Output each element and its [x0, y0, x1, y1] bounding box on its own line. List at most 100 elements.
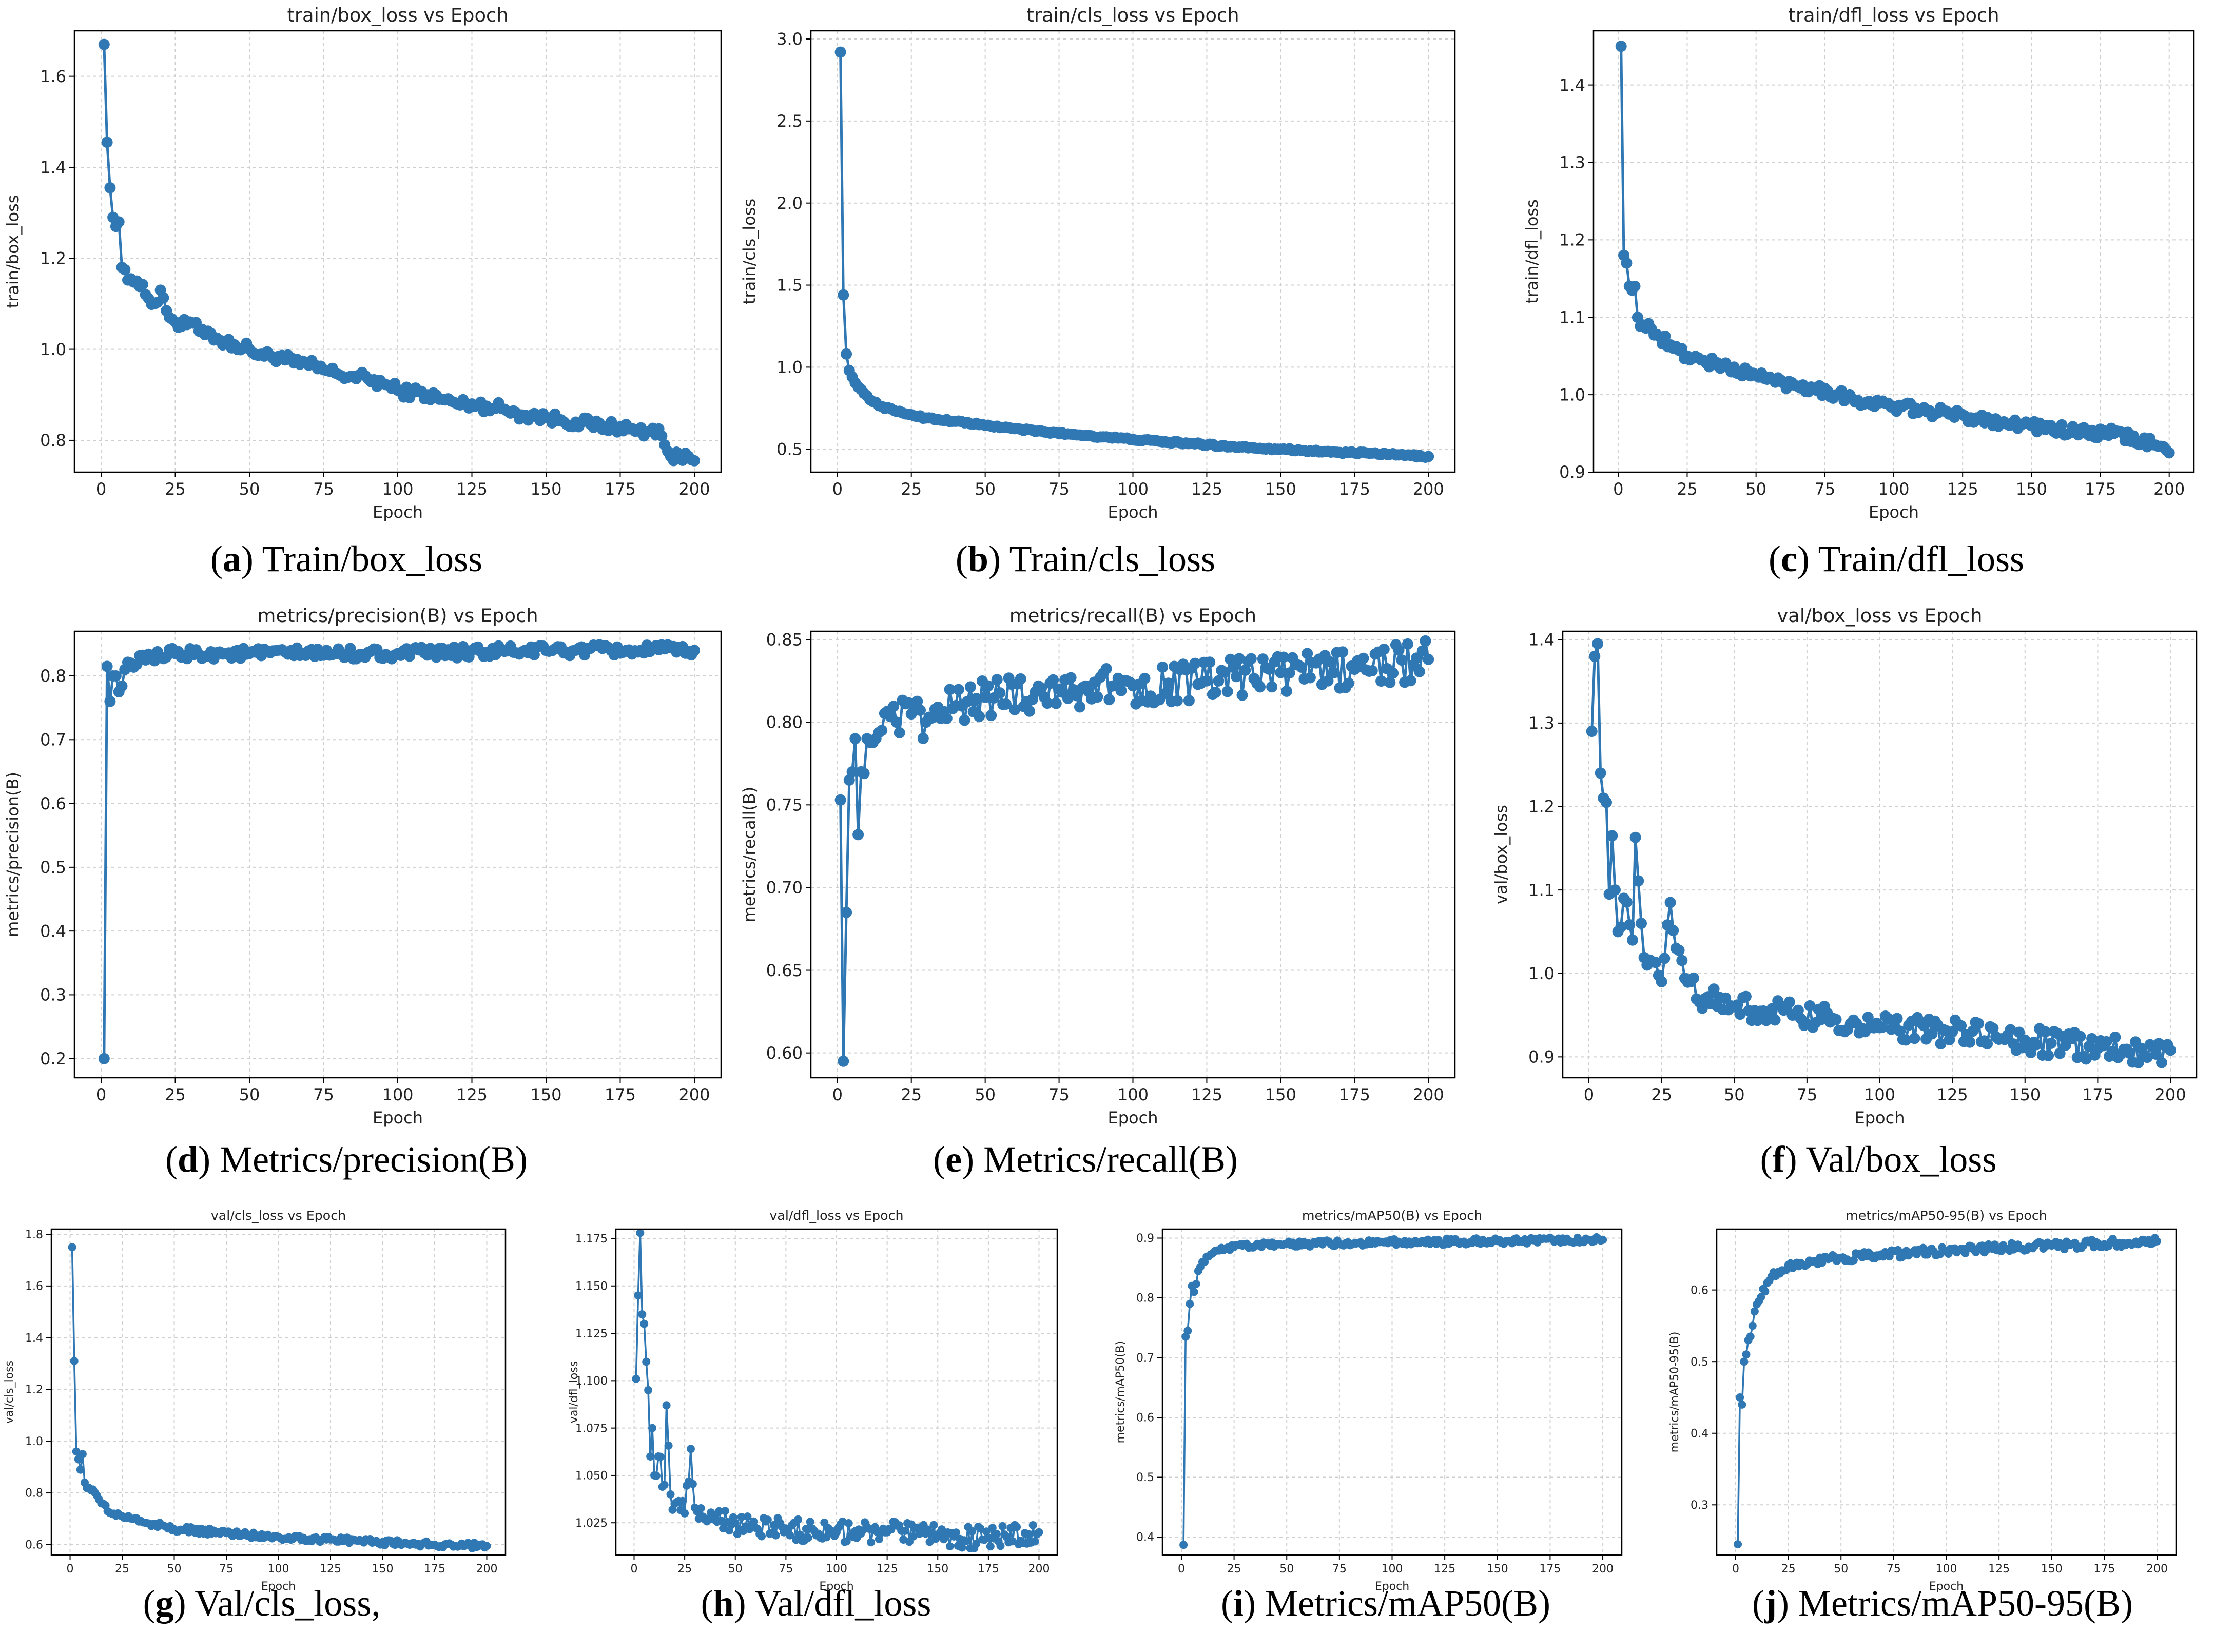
data-point	[98, 38, 110, 50]
x-tick-label: 150	[2041, 1563, 2063, 1576]
data-point	[1213, 675, 1225, 687]
data-point	[1627, 934, 1638, 946]
x-tick-label: 0	[832, 1085, 843, 1104]
data-point	[959, 714, 970, 726]
data-point	[905, 708, 917, 720]
data-point	[1595, 767, 1606, 779]
data-point	[1413, 666, 1425, 677]
data-point	[116, 680, 128, 692]
data-point	[1201, 675, 1213, 687]
y-tick-label: 0.8	[40, 431, 66, 450]
data-point	[1624, 919, 1636, 930]
y-tick-label: 2.0	[776, 193, 803, 213]
x-tick-label: 75	[313, 1085, 334, 1104]
data-point	[1378, 644, 1390, 655]
data-point	[1162, 677, 1174, 689]
data-point	[656, 430, 668, 442]
data-point	[1696, 1002, 1708, 1014]
x-axis-label: Epoch	[1108, 1108, 1158, 1128]
chart-title: val/box_loss vs Epoch	[1777, 605, 1983, 627]
x-tick-label: 125	[1937, 1085, 1968, 1104]
x-tick-label: 75	[1048, 1085, 1070, 1104]
data-point	[1245, 653, 1257, 665]
data-point	[1750, 1307, 1759, 1316]
data-point	[1738, 1400, 1746, 1409]
data-point	[2156, 1057, 2167, 1068]
y-tick-label: 1.4	[1528, 630, 1555, 649]
data-point	[1606, 830, 1618, 842]
data-point	[2040, 1026, 2051, 1038]
y-tick-label: 1.3	[1559, 153, 1585, 172]
y-tick-label: 0.9	[1528, 1047, 1555, 1067]
y-tick-label: 0.70	[766, 878, 803, 898]
x-tick-label: 100	[1864, 1085, 1895, 1104]
x-axis-label: Epoch	[373, 1108, 423, 1128]
y-tick-label: 1.1	[1528, 880, 1555, 900]
data-point	[834, 794, 846, 806]
data-point	[1659, 330, 1671, 342]
data-point	[1231, 671, 1242, 683]
data-point	[1357, 652, 1369, 664]
data-point	[1656, 976, 1667, 987]
x-tick-label: 25	[1781, 1563, 1796, 1576]
data-point	[2080, 1053, 2092, 1065]
y-tick-label: 0.7	[40, 730, 66, 749]
data-point	[1041, 697, 1053, 709]
chart-title: train/cls_loss vs Epoch	[1026, 4, 1239, 26]
data-point	[1189, 657, 1201, 669]
caption-letter: f	[1772, 1139, 1785, 1180]
y-tick-label: 0.9	[1559, 462, 1585, 482]
data-point	[964, 681, 976, 693]
x-tick-label: 50	[1745, 479, 1766, 499]
data-point	[2163, 447, 2175, 459]
x-axis-label: Epoch	[1869, 502, 1919, 522]
data-point	[1748, 1321, 1757, 1330]
x-tick-label: 200	[678, 479, 710, 499]
data-point	[1746, 1332, 1755, 1341]
x-tick-label: 50	[975, 1085, 996, 1104]
data-point	[1592, 638, 1603, 650]
x-tick-label: 75	[1814, 479, 1835, 499]
data-point	[68, 1243, 76, 1252]
x-tick-label: 200	[2146, 1563, 2168, 1576]
data-point	[1964, 1036, 1976, 1048]
data-point	[1955, 1020, 1967, 1032]
data-point	[1736, 1393, 1744, 1402]
data-point	[876, 725, 888, 736]
y-tick-label: 0.4	[1691, 1427, 1708, 1440]
caption-letter: j	[1764, 1583, 1777, 1624]
data-point	[1423, 653, 1434, 665]
caption-text: Metrics/precision(B)	[220, 1139, 528, 1180]
x-tick-label: 100	[1117, 1085, 1149, 1104]
data-point	[1609, 884, 1621, 896]
data-point	[1337, 646, 1349, 658]
data-point	[1387, 667, 1399, 679]
data-point	[2153, 1237, 2162, 1246]
data-point	[1343, 677, 1354, 689]
data-point	[1633, 875, 1644, 887]
chart-title: metrics/recall(B) vs Epoch	[1009, 605, 1256, 627]
x-tick-label: 100	[1878, 479, 1909, 499]
data-point	[1402, 638, 1413, 650]
x-axis-label: Epoch	[1108, 502, 1158, 522]
data-point	[104, 182, 116, 193]
data-point	[1219, 666, 1230, 678]
data-point	[1629, 831, 1641, 843]
data-point	[1783, 996, 1795, 1008]
x-tick-label: 50	[975, 479, 996, 499]
y-tick-label: 3.0	[776, 29, 803, 49]
data-point	[1420, 635, 1431, 647]
caption-text: Train/box_loss	[262, 538, 483, 579]
y-tick-label: 0.8	[40, 666, 66, 686]
data-point	[911, 695, 923, 707]
x-tick-label: 200	[2154, 1085, 2186, 1104]
data-point	[1416, 645, 1428, 657]
data-point	[1760, 1015, 1772, 1026]
data-point	[1139, 672, 1151, 684]
x-tick-label: 150	[2009, 1085, 2041, 1104]
data-point	[1071, 690, 1083, 702]
